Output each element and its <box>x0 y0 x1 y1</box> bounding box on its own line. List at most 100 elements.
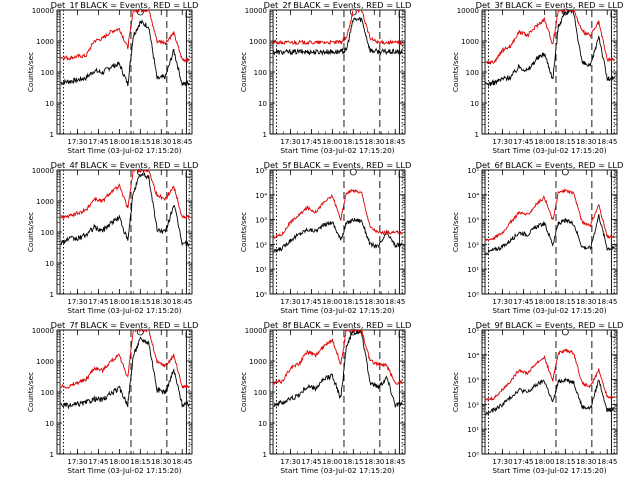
x-tick-label: 18:15 <box>555 298 575 306</box>
y-tick-label: 10⁰ <box>467 451 479 459</box>
events-series-line <box>60 19 190 87</box>
events-series-line <box>485 377 615 417</box>
y-tick-label: 10¹ <box>255 266 267 274</box>
plot-frame <box>56 169 193 295</box>
y-tick-label: 10000 <box>245 327 267 335</box>
x-tick-label: 17:45 <box>88 298 108 306</box>
y-tick-label: 1 <box>50 291 54 299</box>
y-tick-label: 100 <box>41 69 54 77</box>
y-axis-label: Counts/sec <box>239 212 248 252</box>
y-tick-label: 10³ <box>467 217 479 225</box>
y-tick-label: 10⁵ <box>255 167 267 175</box>
y-tick-label: 10000 <box>245 7 267 15</box>
events-series-line <box>273 16 403 56</box>
y-tick-label: 100 <box>254 389 267 397</box>
y-tick-label: 10 <box>470 100 479 108</box>
x-axis-label: Start Time (03-Jul-02 17:15:20) <box>280 466 394 475</box>
x-tick-label: 17:30 <box>67 138 87 146</box>
chart-panel-3: Det_3f BLACK = Events, RED = LLD 1 10 100 10… <box>451 0 623 155</box>
y-axis-label: Counts/sec <box>451 212 460 252</box>
lld-series-line <box>60 330 190 389</box>
y-tick-label: 1000 <box>36 38 54 46</box>
chart-panel-9: Det_9f BLACK = Events, RED = LLD 10⁰ 10¹ 10… <box>451 320 623 475</box>
corner-marker <box>185 172 192 178</box>
x-axis-label: Start Time (03-Jul-02 17:15:20) <box>67 306 181 315</box>
x-tick-label: 18:00 <box>534 298 554 306</box>
x-tick-label: 18:15 <box>130 298 150 306</box>
chart-panel-5: Det_5f BLACK = Events, RED = LLD 10⁰ 10¹ 10… <box>239 160 411 315</box>
x-tick-label: 17:45 <box>88 458 108 466</box>
y-tick-label: 1000 <box>461 38 479 46</box>
x-tick-label: 18:30 <box>151 138 171 146</box>
x-tick-label: 18:45 <box>385 298 405 306</box>
x-tick-label: 17:30 <box>492 138 512 146</box>
lld-series-line <box>273 330 403 386</box>
y-tick-label: 1 <box>50 451 54 459</box>
flare-marker <box>349 168 357 176</box>
y-axis-label: Counts/sec <box>239 52 248 92</box>
x-tick-label: 18:30 <box>364 458 384 466</box>
x-tick-label: 18:15 <box>343 138 363 146</box>
x-tick-label: 17:45 <box>513 138 533 146</box>
y-tick-label: 10000 <box>32 327 54 335</box>
y-tick-label: 1 <box>475 131 479 139</box>
chart-title: Det_8f BLACK = Events, RED = LLD <box>264 320 412 330</box>
y-tick-label: 100 <box>41 389 54 397</box>
chart-panel-6: Det_6f BLACK = Events, RED = LLD 10⁰ 10¹ 10… <box>451 160 623 315</box>
y-tick-label: 10 <box>45 260 54 268</box>
y-tick-label: 100 <box>41 229 54 237</box>
chart-panel-2: Det_2f BLACK = Events, RED = LLD 1 10 100 10… <box>239 0 411 155</box>
x-tick-label: 18:30 <box>151 458 171 466</box>
y-tick-label: 10⁵ <box>467 327 479 335</box>
chart-title: Det_1f BLACK = Events, RED = LLD <box>51 0 199 10</box>
x-tick-label: 18:30 <box>151 298 171 306</box>
plot-frame <box>56 329 193 455</box>
lld-series-line <box>485 347 615 402</box>
chart-title: Det_2f BLACK = Events, RED = LLD <box>264 0 412 10</box>
events-series-line <box>60 171 190 247</box>
y-tick-label: 1 <box>50 131 54 139</box>
y-tick-label: 10⁴ <box>467 352 479 360</box>
x-tick-label: 18:15 <box>555 458 575 466</box>
x-tick-label: 18:45 <box>597 138 617 146</box>
lld-series-line <box>273 10 403 46</box>
x-tick-label: 18:00 <box>322 138 342 146</box>
y-tick-label: 10000 <box>32 7 54 15</box>
lld-series-line <box>485 10 615 65</box>
x-tick-label: 18:00 <box>534 138 554 146</box>
x-axis-label: Start Time (03-Jul-02 17:15:20) <box>492 466 606 475</box>
y-tick-label: 1000 <box>249 38 267 46</box>
y-axis-label: Counts/sec <box>451 52 460 92</box>
x-tick-label: 18:45 <box>172 458 192 466</box>
y-tick-label: 10 <box>258 420 267 428</box>
x-tick-label: 18:45 <box>385 458 405 466</box>
x-tick-label: 17:45 <box>513 298 533 306</box>
flare-marker <box>561 328 569 336</box>
events-series-line <box>485 10 615 88</box>
x-axis-label: Start Time (03-Jul-02 17:15:20) <box>280 146 394 155</box>
lld-series-line <box>60 10 190 63</box>
x-tick-label: 18:45 <box>172 298 192 306</box>
chart-title: Det_9f BLACK = Events, RED = LLD <box>476 320 624 330</box>
y-axis-label: Counts/sec <box>26 52 35 92</box>
x-axis-label: Start Time (03-Jul-02 17:15:20) <box>67 466 181 475</box>
y-tick-label: 10000 <box>32 167 54 175</box>
x-tick-label: 18:45 <box>597 458 617 466</box>
chart-title: Det_6f BLACK = Events, RED = LLD <box>476 160 624 170</box>
y-tick-label: 10⁰ <box>255 291 267 299</box>
x-tick-label: 17:45 <box>513 458 533 466</box>
plot-frame <box>481 169 618 295</box>
y-tick-label: 1000 <box>36 358 54 366</box>
corner-marker <box>610 12 617 18</box>
chart-title: Det_4f BLACK = Events, RED = LLD <box>51 160 199 170</box>
x-axis-label: Start Time (03-Jul-02 17:15:20) <box>492 146 606 155</box>
plot-frame <box>481 329 618 455</box>
plot-frame <box>269 169 406 295</box>
y-tick-label: 10 <box>45 420 54 428</box>
y-tick-label: 10⁰ <box>467 291 479 299</box>
y-tick-label: 10 <box>45 100 54 108</box>
y-axis-label: Counts/sec <box>451 372 460 412</box>
x-tick-label: 18:00 <box>109 138 129 146</box>
x-axis-label: Start Time (03-Jul-02 17:15:20) <box>67 146 181 155</box>
events-series-line <box>273 330 403 408</box>
